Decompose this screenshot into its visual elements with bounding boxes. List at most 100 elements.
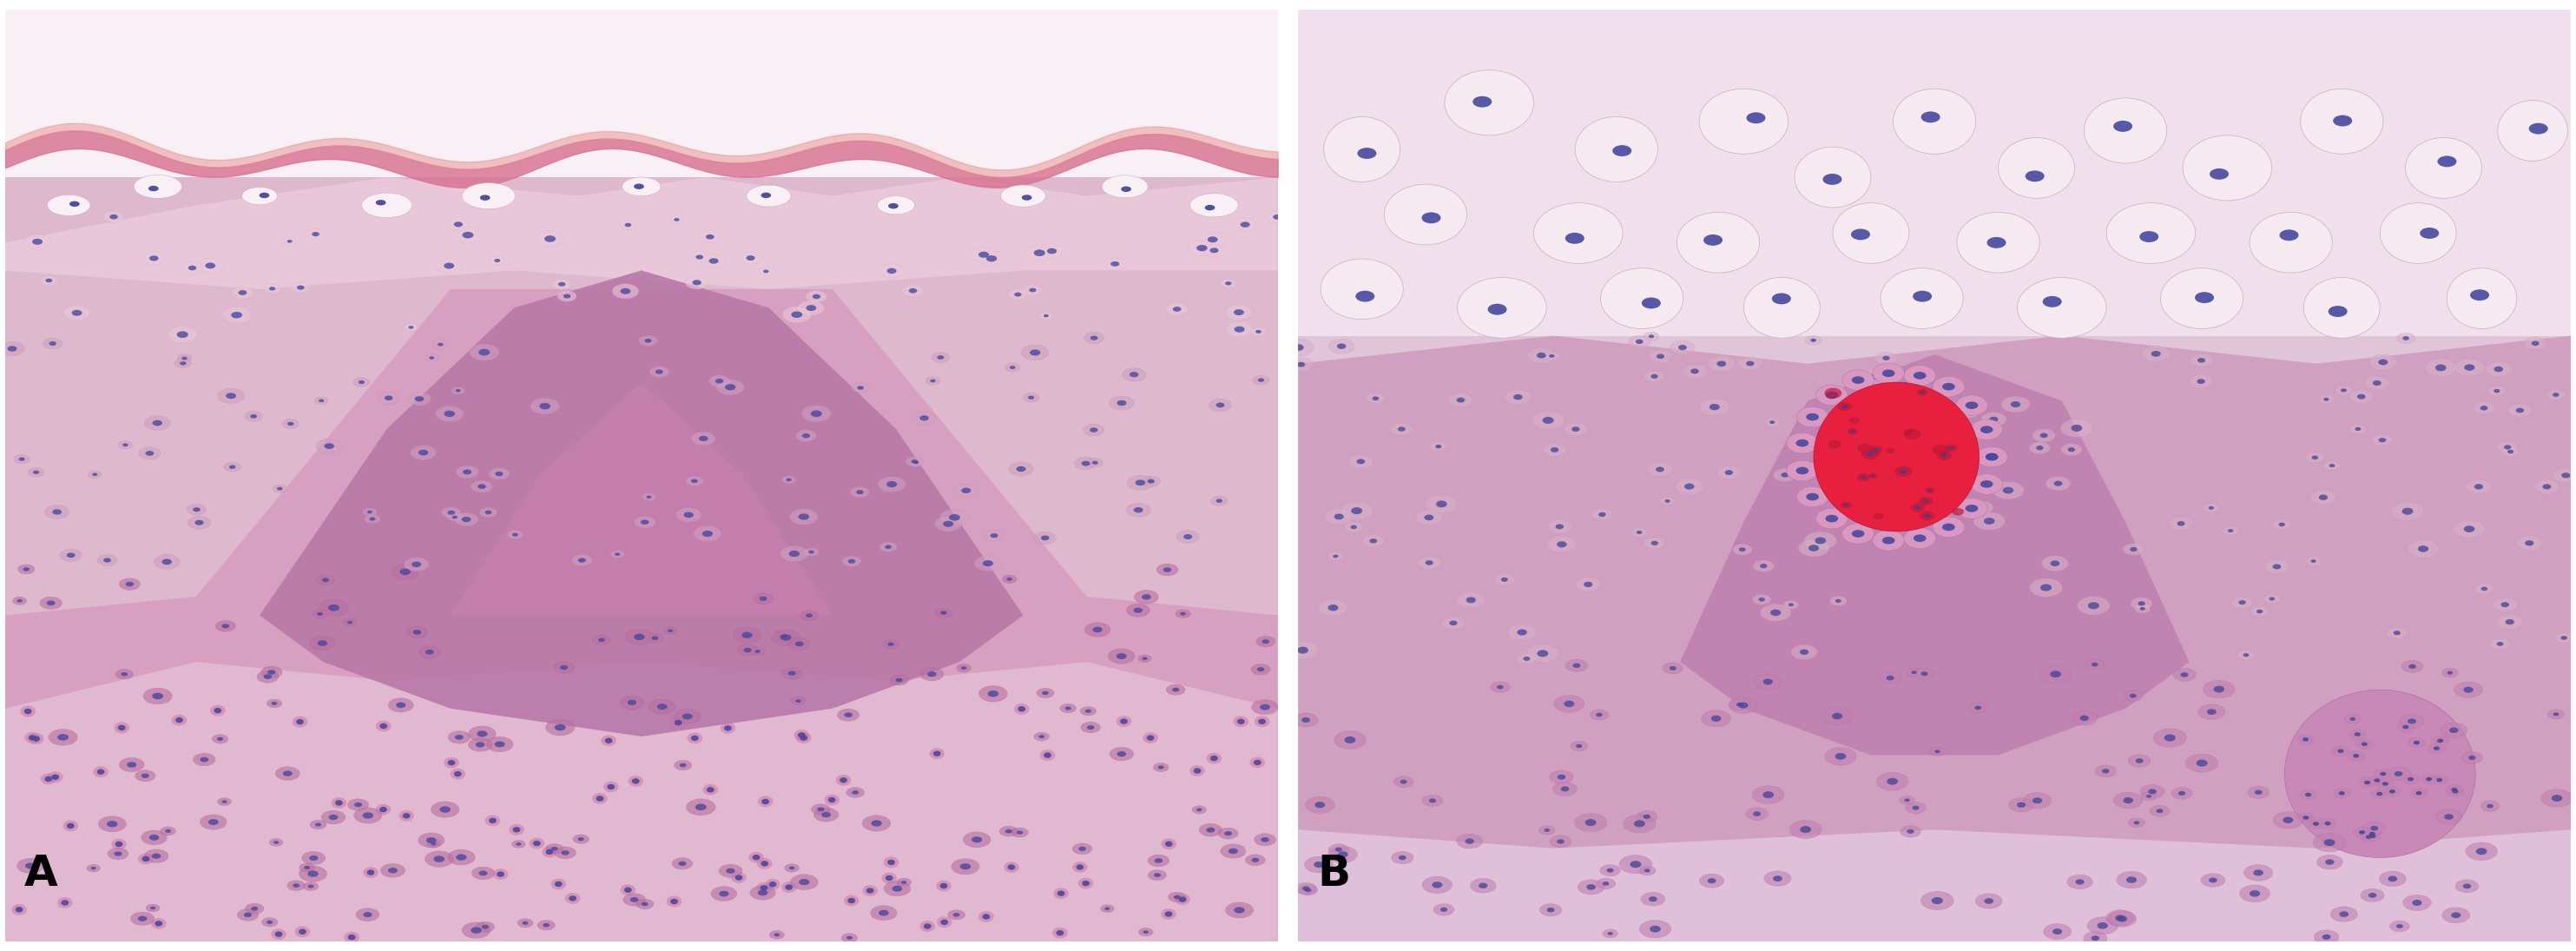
Ellipse shape <box>2318 395 2334 404</box>
Ellipse shape <box>770 931 783 939</box>
Ellipse shape <box>1770 610 1780 616</box>
Ellipse shape <box>796 699 801 703</box>
Ellipse shape <box>250 906 258 911</box>
Ellipse shape <box>18 457 26 461</box>
Ellipse shape <box>902 284 925 297</box>
Circle shape <box>98 769 106 775</box>
Ellipse shape <box>1904 429 1922 439</box>
Ellipse shape <box>1337 851 1347 858</box>
Ellipse shape <box>654 370 662 374</box>
Ellipse shape <box>979 252 989 258</box>
Ellipse shape <box>2465 364 2476 371</box>
Ellipse shape <box>2476 848 2486 855</box>
Ellipse shape <box>546 844 564 854</box>
Ellipse shape <box>2339 911 2349 917</box>
Ellipse shape <box>1038 243 1064 258</box>
Ellipse shape <box>425 837 435 844</box>
Ellipse shape <box>979 686 1007 702</box>
Ellipse shape <box>412 561 422 567</box>
Ellipse shape <box>2017 803 2025 807</box>
Ellipse shape <box>1188 240 1216 256</box>
Circle shape <box>724 726 732 731</box>
Ellipse shape <box>299 866 327 882</box>
Ellipse shape <box>652 636 659 640</box>
Ellipse shape <box>1783 600 1798 609</box>
Ellipse shape <box>621 696 644 709</box>
Circle shape <box>489 818 497 824</box>
Ellipse shape <box>2197 705 2226 720</box>
Ellipse shape <box>2463 752 2483 764</box>
Ellipse shape <box>971 837 981 843</box>
Ellipse shape <box>149 185 160 191</box>
Ellipse shape <box>479 349 489 356</box>
Ellipse shape <box>1515 395 1522 399</box>
Ellipse shape <box>636 899 654 909</box>
Ellipse shape <box>963 832 992 847</box>
Circle shape <box>1144 732 1159 744</box>
Ellipse shape <box>693 526 721 541</box>
Ellipse shape <box>2269 597 2275 601</box>
Ellipse shape <box>1329 846 1358 863</box>
Ellipse shape <box>2254 790 2262 795</box>
Ellipse shape <box>1358 459 1365 464</box>
Ellipse shape <box>1834 753 1847 760</box>
Ellipse shape <box>850 487 871 497</box>
Circle shape <box>1206 752 1221 764</box>
Ellipse shape <box>896 678 902 682</box>
Ellipse shape <box>2437 778 2442 782</box>
Ellipse shape <box>886 545 891 549</box>
Ellipse shape <box>2084 931 2107 944</box>
Ellipse shape <box>1175 895 1180 899</box>
Ellipse shape <box>2123 543 2143 555</box>
Ellipse shape <box>412 630 422 634</box>
Ellipse shape <box>2391 502 2424 520</box>
Ellipse shape <box>1631 861 1641 868</box>
Ellipse shape <box>1208 398 1231 412</box>
Ellipse shape <box>1533 203 1623 263</box>
Circle shape <box>291 716 307 728</box>
Ellipse shape <box>891 885 902 892</box>
Ellipse shape <box>2352 754 2360 758</box>
Circle shape <box>451 768 466 780</box>
Ellipse shape <box>1837 461 1844 466</box>
Ellipse shape <box>696 804 706 810</box>
Ellipse shape <box>1074 457 1097 470</box>
Ellipse shape <box>49 729 77 746</box>
Circle shape <box>781 882 796 893</box>
Ellipse shape <box>1631 528 1649 537</box>
Ellipse shape <box>544 236 556 243</box>
Ellipse shape <box>160 826 175 835</box>
Ellipse shape <box>224 462 242 472</box>
Ellipse shape <box>2452 520 2486 538</box>
Ellipse shape <box>1965 408 1973 414</box>
Ellipse shape <box>1873 514 1883 520</box>
Ellipse shape <box>469 344 500 360</box>
Ellipse shape <box>1873 448 1878 452</box>
Ellipse shape <box>1082 722 1100 733</box>
Ellipse shape <box>1324 509 1352 524</box>
Ellipse shape <box>106 821 118 827</box>
Ellipse shape <box>2504 445 2512 450</box>
Ellipse shape <box>878 196 914 214</box>
Ellipse shape <box>853 790 858 794</box>
Ellipse shape <box>1041 535 1048 540</box>
Circle shape <box>211 705 224 716</box>
Ellipse shape <box>2383 782 2388 786</box>
Ellipse shape <box>2050 670 2061 677</box>
Ellipse shape <box>283 770 291 776</box>
Ellipse shape <box>1445 70 1533 135</box>
Ellipse shape <box>562 850 569 855</box>
Circle shape <box>1054 927 1066 939</box>
Ellipse shape <box>103 211 124 223</box>
Ellipse shape <box>1023 285 1041 296</box>
Ellipse shape <box>1252 858 1260 863</box>
Ellipse shape <box>871 905 896 921</box>
Ellipse shape <box>368 511 374 514</box>
Circle shape <box>603 782 618 792</box>
Ellipse shape <box>1314 802 1324 808</box>
Ellipse shape <box>1973 513 2004 530</box>
Ellipse shape <box>611 551 623 558</box>
Ellipse shape <box>1172 688 1180 692</box>
Ellipse shape <box>1229 848 1239 854</box>
Ellipse shape <box>2375 778 2396 789</box>
